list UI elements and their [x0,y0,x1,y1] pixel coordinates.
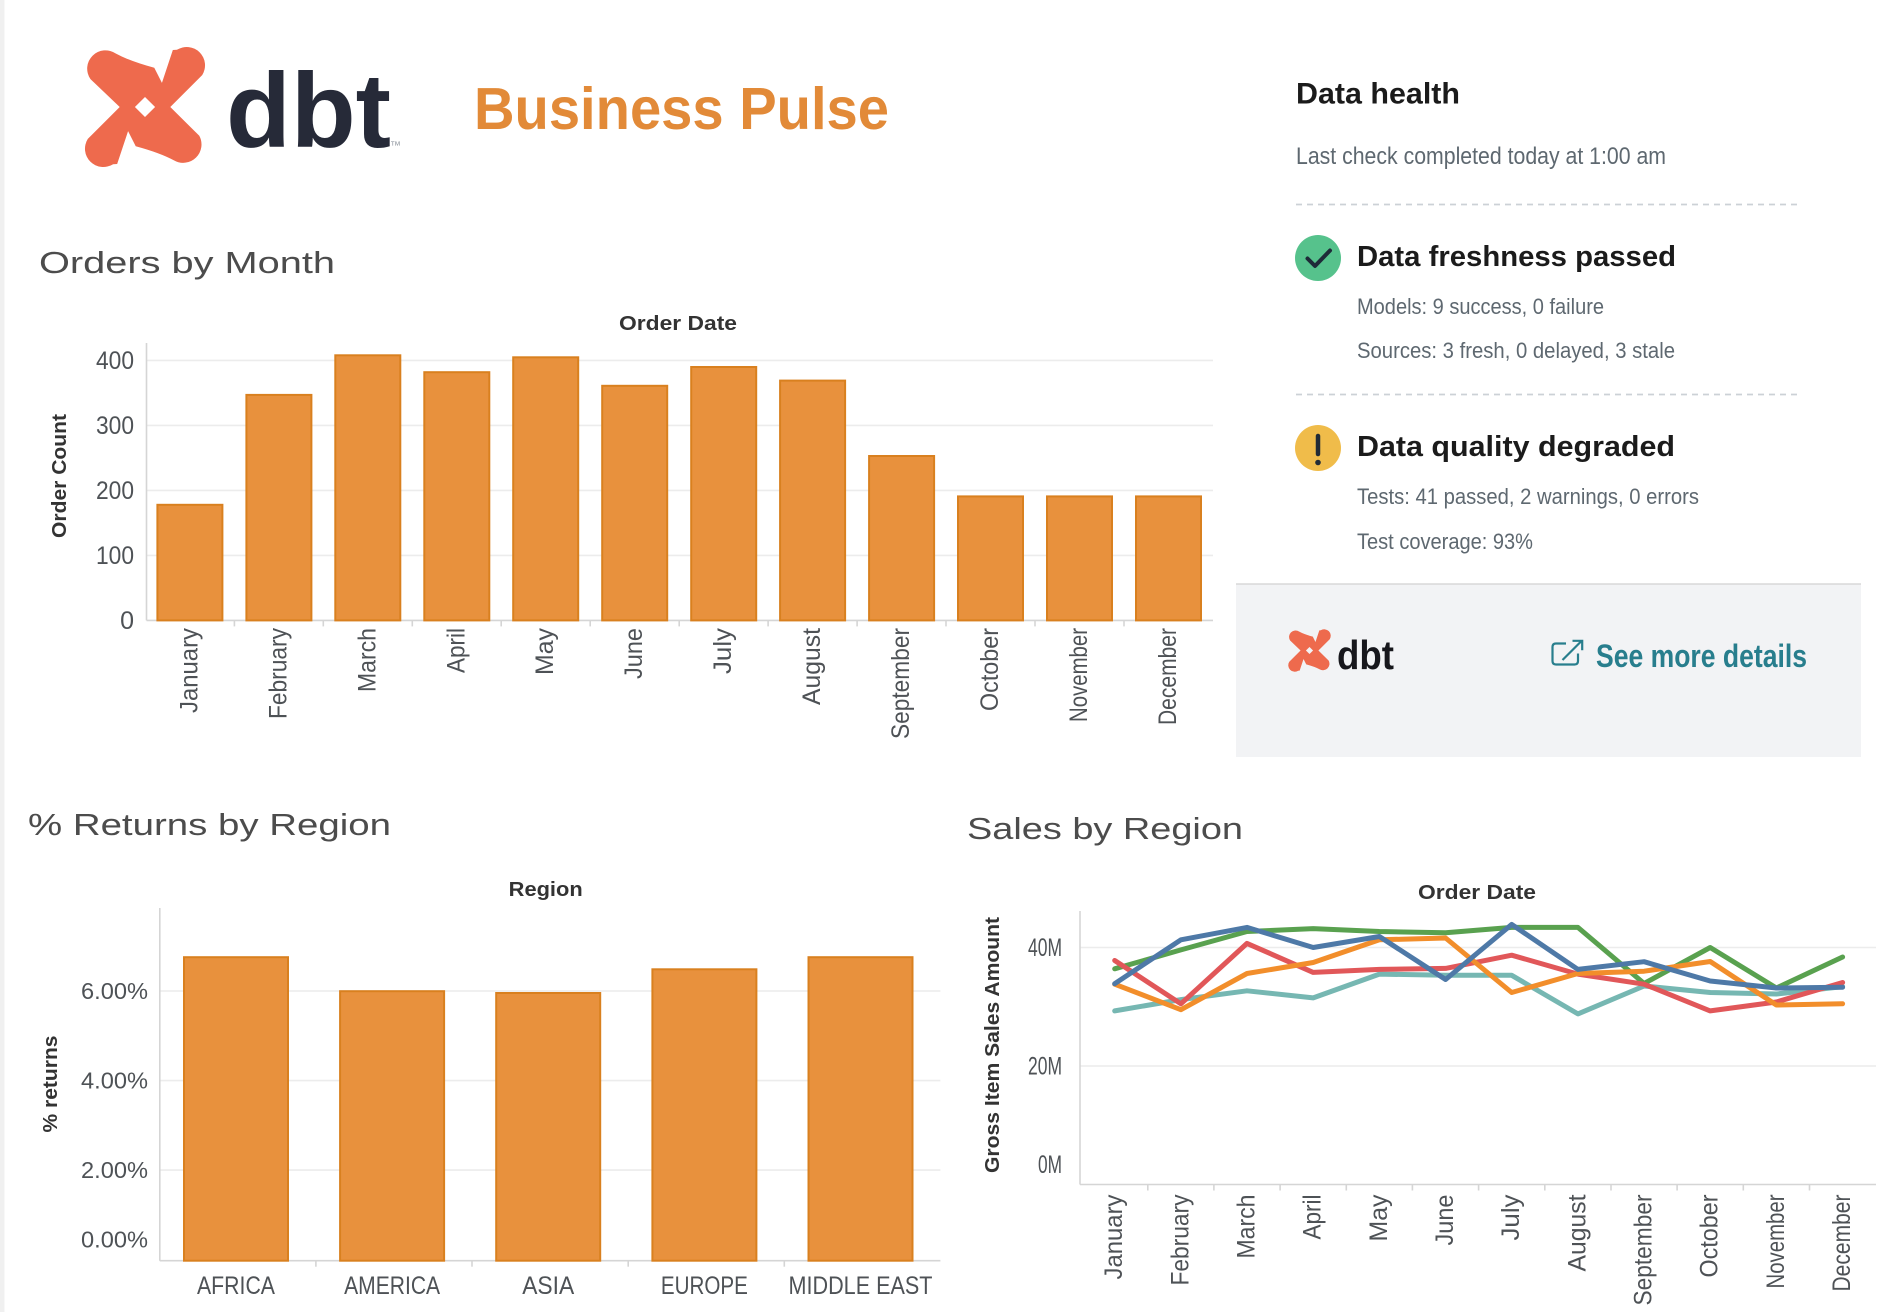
svg-text:September: September [1630,1195,1658,1306]
svg-text:% returns: % returns [40,1036,62,1133]
svg-text:300: 300 [96,412,134,440]
svg-text:May: May [531,628,559,675]
svg-text:March: March [353,628,381,692]
svg-text:January: January [1100,1194,1128,1279]
svg-text:November: November [1065,628,1093,722]
svg-text:dbt: dbt [226,52,391,170]
svg-text:Sales by Region: Sales by Region [967,811,1243,846]
svg-text:December: December [1828,1195,1856,1292]
svg-text:April: April [1299,1195,1327,1240]
svg-text:0.00%: 0.00% [81,1227,148,1253]
svg-text:AFRICA: AFRICA [197,1272,275,1300]
svg-text:Last check completed today at: Last check completed today at 1:00 am [1296,143,1666,170]
svg-text:Order Count: Order Count [49,414,71,538]
svg-text:% Returns by Region: % Returns by Region [28,807,391,842]
svg-text:100: 100 [96,542,134,570]
svg-text:4.00%: 4.00% [81,1068,148,1094]
svg-text:May: May [1365,1194,1393,1241]
svg-text:June: June [1431,1195,1459,1246]
svg-text:July: July [1497,1194,1525,1241]
svg-text:0M: 0M [1038,1151,1062,1179]
svg-text:March: March [1233,1195,1261,1259]
svg-text:December: December [1154,628,1182,725]
svg-text:Sources: 3 fresh, 0 delayed, 3: Sources: 3 fresh, 0 delayed, 3 stale [1357,338,1675,363]
svg-text:40M: 40M [1028,934,1062,962]
svg-text:EUROPE: EUROPE [661,1272,748,1300]
svg-text:Tests: 41 passed, 2 warnings,: Tests: 41 passed, 2 warnings, 0 errors [1357,484,1699,509]
svg-text:Data health: Data health [1296,78,1460,111]
svg-text:January: January [175,628,203,713]
svg-text:ASIA: ASIA [522,1272,574,1300]
svg-text:20M: 20M [1028,1053,1062,1081]
svg-text:AMERICA: AMERICA [344,1272,440,1300]
svg-text:August: August [798,628,826,705]
svg-text:Test coverage: 93%: Test coverage: 93% [1357,529,1533,554]
svg-text:Region: Region [509,879,583,901]
svg-text:April: April [442,628,470,673]
svg-text:August: August [1563,1194,1591,1271]
svg-text:November: November [1762,1195,1790,1289]
svg-text:Business Pulse: Business Pulse [474,76,889,142]
svg-text:Models: 9 success, 0 failure: Models: 9 success, 0 failure [1357,294,1604,319]
svg-text:Order Date: Order Date [619,313,737,335]
svg-text:2.00%: 2.00% [81,1157,148,1183]
svg-text:Orders by Month: Orders by Month [39,245,335,280]
svg-text:February: February [264,628,292,719]
svg-text:Data quality degraded: Data quality degraded [1357,431,1675,463]
svg-text:6.00%: 6.00% [81,978,148,1004]
svg-text:Data freshness passed: Data freshness passed [1357,241,1676,273]
svg-text:MIDDLE EAST: MIDDLE EAST [789,1272,933,1300]
svg-text:February: February [1166,1194,1194,1285]
svg-text:Order Date: Order Date [1418,882,1536,904]
svg-text:September: September [887,628,915,739]
svg-text:See more details: See more details [1596,638,1807,674]
svg-text:0: 0 [120,607,134,635]
svg-text:Gross Item Sales Amount: Gross Item Sales Amount [982,917,1004,1173]
svg-text:October: October [1696,1195,1724,1278]
svg-text:July: July [709,627,737,674]
svg-text:400: 400 [96,347,134,375]
svg-text:200: 200 [96,477,134,505]
svg-text:dbt: dbt [1337,632,1394,678]
svg-text:June: June [620,628,648,679]
svg-text:™: ™ [390,140,401,152]
svg-text:October: October [976,628,1004,711]
